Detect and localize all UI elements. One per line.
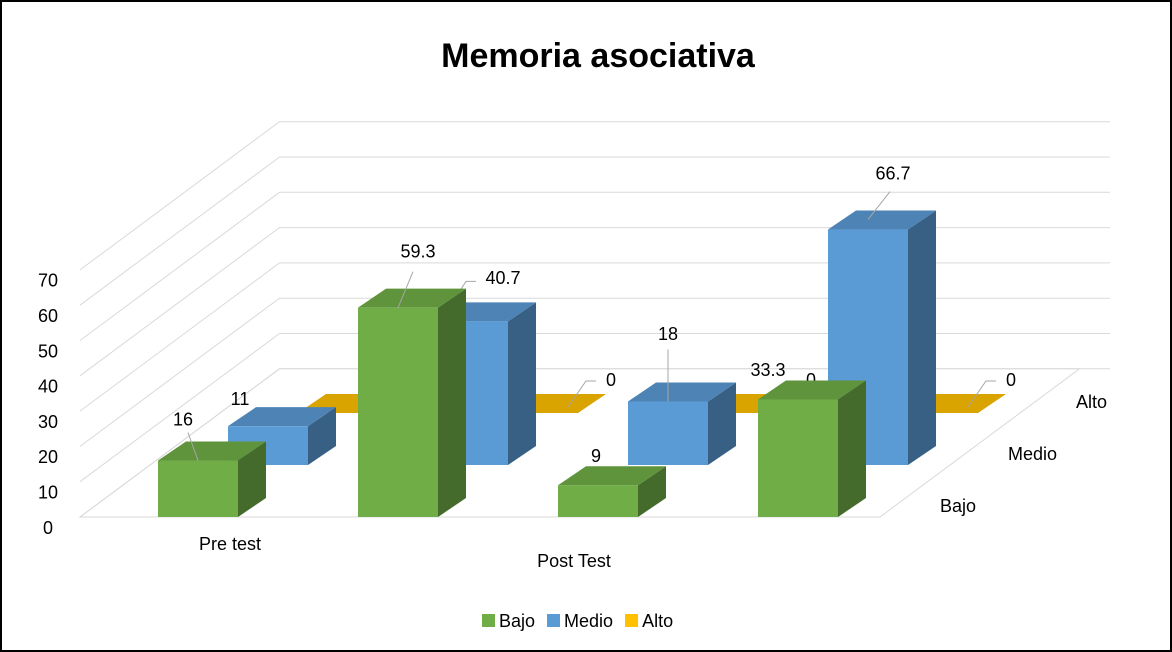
leader-line	[567, 380, 596, 408]
leader-line	[967, 380, 996, 408]
data-label: 11	[231, 389, 250, 409]
legend-label: Medio	[564, 611, 613, 631]
y-tick-label: 0	[43, 518, 53, 538]
data-label: 59.3	[400, 241, 435, 261]
bar-top	[558, 466, 666, 486]
bar-side	[638, 466, 666, 517]
leader-line	[187, 432, 199, 461]
bar-top	[758, 380, 866, 400]
bar-side	[438, 288, 466, 517]
bar	[158, 441, 266, 517]
legend-label: Bajo	[499, 611, 535, 631]
bar-side	[238, 441, 266, 517]
data-label: 0	[806, 370, 816, 390]
grid-line	[79, 191, 1110, 341]
y-tick-label: 20	[38, 447, 58, 467]
bar-front	[358, 307, 438, 517]
x-tick-label: Pre test	[199, 534, 261, 554]
legend-swatch	[625, 614, 639, 627]
depth-label: Bajo	[940, 496, 976, 516]
x-tick-label: Post Test	[537, 551, 611, 571]
data-label: 0	[606, 370, 616, 390]
bar	[558, 466, 666, 517]
depth-label: Medio	[1008, 444, 1057, 464]
leader-line	[397, 271, 414, 308]
bar-top	[628, 382, 736, 402]
grid-line	[79, 121, 1110, 271]
bar-top	[228, 407, 336, 427]
y-tick-label: 10	[38, 482, 58, 502]
bar-top	[358, 288, 466, 308]
bar-front	[628, 401, 708, 465]
y-tick-label: 30	[38, 412, 58, 432]
bar-side	[308, 407, 336, 465]
data-label: 16	[173, 409, 193, 429]
y-tick-label: 40	[38, 377, 58, 397]
bar	[628, 382, 736, 465]
bar-side	[908, 210, 936, 465]
legend-swatch	[547, 614, 561, 627]
bar-side	[708, 382, 736, 465]
grid-line	[79, 156, 1110, 306]
chart-title: Memoria asociativa	[441, 37, 756, 75]
bar-top	[828, 210, 936, 230]
bar-front	[558, 485, 638, 517]
leader-line	[867, 191, 891, 220]
data-label: 9	[591, 446, 601, 466]
data-label: 33.3	[750, 360, 785, 380]
y-tick-label: 70	[38, 271, 58, 291]
bar	[358, 288, 466, 517]
data-label: 66.7	[875, 163, 910, 183]
data-label: 18	[658, 324, 678, 344]
legend-swatch	[482, 614, 495, 627]
bar-side	[508, 302, 536, 465]
y-tick-label: 50	[38, 341, 58, 361]
bar-front	[158, 460, 238, 517]
bar-side	[838, 380, 866, 517]
data-label: 40.7	[485, 268, 520, 288]
legend-label: Alto	[642, 611, 673, 631]
bar-top	[158, 441, 266, 461]
bar	[758, 380, 866, 517]
bar-front	[758, 399, 838, 517]
depth-label: Alto	[1076, 392, 1107, 412]
data-label: 0	[1006, 370, 1016, 390]
y-tick-label: 60	[38, 306, 58, 326]
